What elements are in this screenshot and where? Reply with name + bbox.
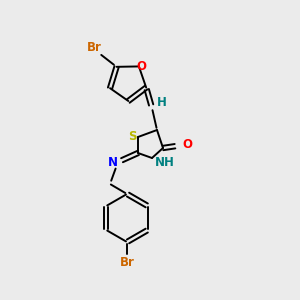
Text: H: H xyxy=(157,97,167,110)
Text: Br: Br xyxy=(120,256,134,269)
Text: N: N xyxy=(108,155,118,169)
Text: S: S xyxy=(128,130,136,142)
Text: NH: NH xyxy=(155,157,175,169)
Text: Br: Br xyxy=(87,41,102,54)
Text: O: O xyxy=(182,137,192,151)
Text: O: O xyxy=(136,60,146,73)
